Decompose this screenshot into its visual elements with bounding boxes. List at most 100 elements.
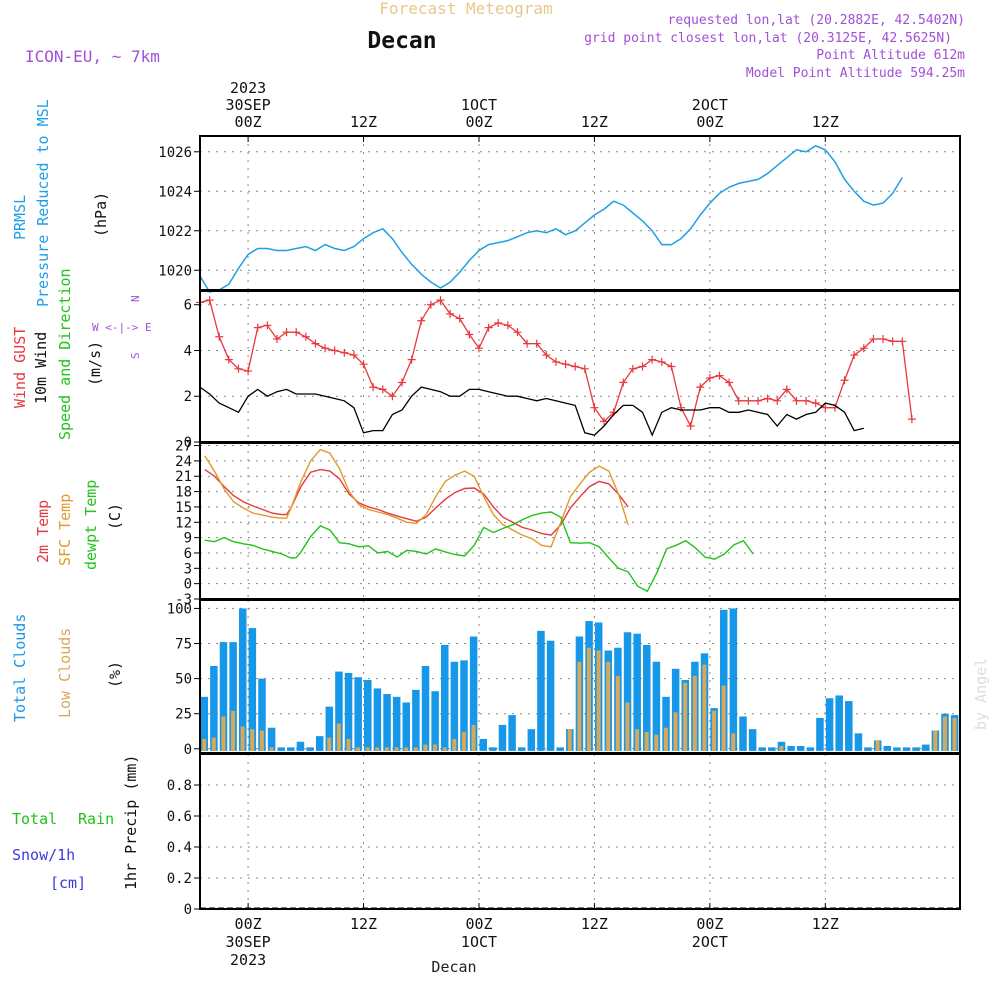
gust-marker (436, 296, 445, 305)
precip-tick-label: 0.4 (167, 840, 192, 856)
sfctemp-line (204, 448, 629, 548)
gust-marker (696, 383, 705, 392)
time-label-top: 00Z (465, 113, 492, 131)
low-cloud-bar (952, 717, 957, 751)
gust-marker (503, 321, 512, 330)
gust-marker (378, 385, 387, 394)
time-label-top: 30SEP (226, 96, 271, 114)
time-label-bottom: 30SEP (226, 933, 271, 951)
total-cloud-bar (373, 688, 382, 751)
gust-marker (869, 335, 878, 344)
clouds-tick-label: 100 (167, 601, 192, 617)
low-cloud-bar (404, 747, 409, 751)
compass-rose: N W <-|-> E S (92, 295, 152, 359)
gust-marker (426, 300, 435, 309)
pressure-frame (199, 135, 961, 291)
gust-marker (619, 378, 628, 387)
total-cloud-bar (796, 745, 805, 751)
low-cloud-bar (336, 723, 341, 751)
total-cloud-bar (643, 644, 651, 751)
gust-marker (600, 417, 609, 426)
total-cloud-bar (729, 608, 738, 751)
low-cloud-bar (875, 740, 880, 751)
total-cloud-bar (450, 661, 459, 751)
pressure-tick-label: 1020 (158, 263, 192, 279)
total-cloud-bar (806, 747, 815, 751)
gust-marker (648, 355, 657, 364)
temp-tick-label: 0 (184, 577, 192, 593)
gust-marker (272, 335, 281, 344)
clouds-tick-label: 25 (175, 707, 192, 723)
total-cloud-bar (325, 706, 334, 751)
gust-marker (542, 351, 551, 360)
total-cloud-bar (902, 747, 911, 751)
total-cloud-bar (431, 691, 439, 751)
low-cloud-bar (230, 710, 236, 751)
total-cloud-bar (421, 665, 430, 751)
low-cloud-bar (250, 729, 255, 751)
time-label-top: 12Z (812, 113, 839, 131)
total-cloud-bar (441, 644, 449, 751)
gust-marker (657, 357, 666, 366)
low-cloud-bar (471, 724, 476, 751)
gust-marker (792, 396, 801, 405)
gust-marker (369, 383, 378, 392)
gust-marker (725, 378, 734, 387)
temp-tick-label: -3 (175, 592, 192, 608)
total-cloud-bar (315, 736, 324, 751)
low-cloud-bar (433, 744, 438, 751)
total-cloud-bar (845, 701, 853, 751)
precip-tick-label: 0 (184, 902, 192, 918)
total-cloud-bar (498, 724, 507, 751)
location-title: Decan (367, 28, 436, 54)
gust-marker (744, 396, 753, 405)
precip-unit: 1hr Precip (mm) (122, 755, 140, 890)
chart-title: Forecast Meteogram (379, 0, 552, 18)
total-cloud-bar (210, 665, 218, 751)
low-cloud-bar (442, 747, 447, 751)
total-clouds-label: Total Clouds (11, 614, 29, 722)
gust-marker (907, 415, 916, 424)
low-cloud-bar (712, 710, 717, 751)
low-cloud-bar (654, 734, 659, 751)
gust-marker (484, 323, 493, 332)
dewpt-label: dewpt Temp (82, 480, 100, 570)
time-label-top: 12Z (581, 113, 608, 131)
total-cloud-bar (556, 747, 564, 751)
low-cloud-bar (346, 738, 351, 751)
total-cloud-bar (835, 695, 843, 751)
series-layer (196, 145, 960, 909)
time-label-bottom: 00Z (696, 915, 723, 933)
low-cloud-bar (635, 729, 640, 751)
total-cloud-bar (912, 747, 920, 751)
total-cloud-bar (258, 678, 266, 751)
temp-frame (199, 442, 961, 600)
low-cloud-bar (779, 745, 784, 751)
low-cloud-bar (384, 747, 389, 751)
time-label-top: 00Z (235, 113, 262, 131)
total-cloud-bar (623, 632, 632, 751)
low-cloud-bar (567, 729, 572, 751)
gust-marker (638, 362, 647, 371)
gust-marker (398, 378, 407, 387)
total-cloud-bar (671, 668, 680, 751)
total-cloud-bar (719, 609, 728, 751)
gust-marker (667, 362, 676, 371)
total-cloud-bar (412, 689, 420, 751)
gust-marker (840, 376, 849, 385)
gust-marker (888, 337, 897, 346)
footer-location: Decan (431, 958, 476, 976)
total-cloud-bar (864, 747, 872, 751)
header: Forecast Meteogram Decan ICON-EU, ~ 7km … (25, 0, 990, 976)
temp2m-label: 2m Temp (34, 500, 52, 563)
low-cloud-bar (375, 747, 380, 751)
temp-unit: (C) (106, 503, 124, 530)
precip-tick-label: 0.6 (167, 809, 192, 825)
gust-marker (263, 321, 272, 330)
gust-marker (349, 351, 358, 360)
total-cloud-bar (238, 608, 247, 751)
total-cloud-bar (267, 727, 276, 751)
pressure-line (199, 145, 903, 293)
gust-marker (523, 339, 532, 348)
